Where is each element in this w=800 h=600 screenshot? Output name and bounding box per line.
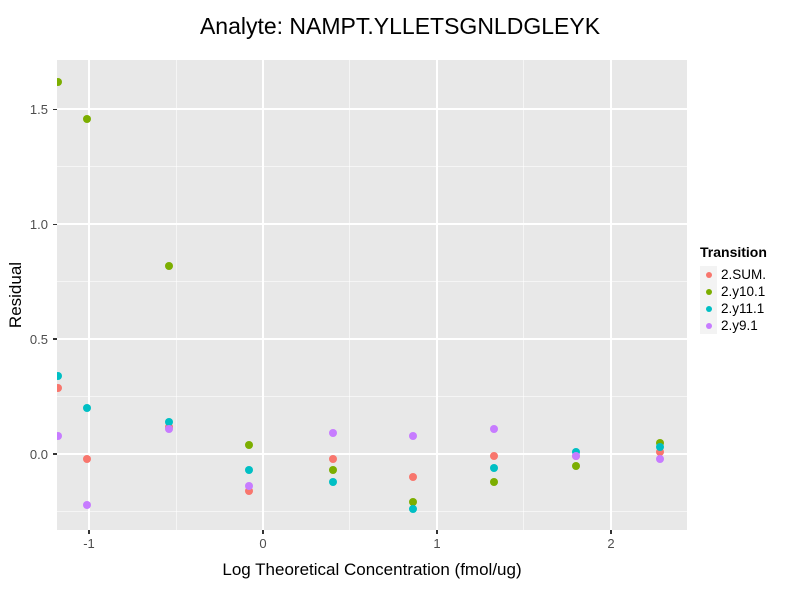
x-axis-tick <box>610 530 612 534</box>
y-axis-tick <box>53 453 57 455</box>
data-point <box>408 473 417 482</box>
data-point <box>57 77 62 86</box>
legend-item: 2.y10.1 <box>700 283 767 300</box>
data-point <box>165 424 174 433</box>
data-point <box>655 447 664 456</box>
data-point <box>408 498 417 507</box>
y-major-gridline <box>57 223 687 226</box>
y-tick-label: 0.5 <box>29 332 48 348</box>
data-point <box>408 505 417 514</box>
data-point <box>83 404 92 413</box>
data-point <box>408 431 417 440</box>
data-point <box>83 454 92 463</box>
x-axis-label: Log Theoretical Concentration (fmol/ug) <box>222 560 522 579</box>
data-point <box>83 114 92 123</box>
x-axis-tick <box>262 530 264 534</box>
x-tick-label: 1 <box>433 536 441 551</box>
legend-item: 2.y11.1 <box>700 300 767 317</box>
legend-key <box>700 300 717 317</box>
legend-key <box>700 283 717 300</box>
legend-swatch-icon <box>705 322 712 329</box>
data-point <box>245 440 254 449</box>
y-tick-label: 1.5 <box>29 102 48 118</box>
legend: Transition 2.SUM. 2.y10.1 2.y11.1 2.y9.1 <box>700 244 767 334</box>
x-major-gridline <box>261 60 264 530</box>
y-major-gridline <box>57 108 687 111</box>
data-point <box>328 477 337 486</box>
x-minor-gridline <box>175 60 177 530</box>
y-axis-tick <box>53 338 57 340</box>
legend-title: Transition <box>700 244 767 260</box>
y-axis-label: Residual <box>6 261 25 329</box>
x-minor-gridline <box>349 60 351 530</box>
legend-swatch-icon <box>705 288 712 295</box>
data-point <box>572 461 581 470</box>
legend-items: 2.SUM. 2.y10.1 2.y11.1 2.y9.1 <box>700 266 767 334</box>
data-point <box>328 466 337 475</box>
data-point <box>655 454 664 463</box>
x-major-gridline <box>88 60 90 530</box>
data-point <box>490 452 499 461</box>
legend-key <box>700 317 717 334</box>
data-point <box>83 500 92 509</box>
x-major-gridline <box>435 60 438 530</box>
x-tick-label: 0 <box>259 536 267 551</box>
legend-item-label: 2.y10.1 <box>721 284 766 299</box>
y-major-gridline <box>57 453 687 456</box>
data-point <box>245 466 254 475</box>
data-point <box>490 477 499 486</box>
legend-item: 2.SUM. <box>700 266 767 283</box>
data-point <box>245 482 254 491</box>
legend-key <box>700 266 717 283</box>
data-point <box>57 431 62 440</box>
x-major-gridline <box>609 60 612 530</box>
data-point <box>572 452 581 461</box>
y-tick-label: 1.0 <box>29 217 48 233</box>
legend-item-label: 2.y9.1 <box>721 318 758 333</box>
data-point <box>328 454 337 463</box>
x-axis-tick <box>88 530 90 534</box>
y-minor-gridline <box>57 396 687 398</box>
legend-item-label: 2.SUM. <box>721 267 767 282</box>
y-minor-gridline <box>57 166 687 168</box>
y-axis-tick <box>53 223 57 226</box>
y-major-gridline <box>57 338 687 341</box>
x-axis-tick <box>436 530 438 534</box>
data-point <box>655 443 664 452</box>
legend-swatch-icon <box>705 271 712 278</box>
data-point <box>165 261 174 270</box>
y-minor-gridline <box>57 281 687 283</box>
data-point <box>165 417 174 426</box>
data-point <box>57 372 62 380</box>
y-minor-gridline <box>57 511 687 513</box>
legend-swatch-icon <box>705 305 712 312</box>
data-point <box>328 429 337 438</box>
plot-panel <box>57 60 687 530</box>
data-point <box>245 486 254 495</box>
data-point <box>490 424 499 433</box>
data-point <box>57 383 62 392</box>
x-tick-label: 2 <box>607 536 615 551</box>
x-tick-label: -1 <box>83 536 95 551</box>
plot-title: Analyte: NAMPT.YLLETSGNLDGLEYK <box>199 13 601 39</box>
data-point <box>490 463 499 472</box>
data-point <box>572 447 581 456</box>
x-minor-gridline <box>523 60 525 530</box>
y-tick-label: 0.0 <box>29 447 48 463</box>
y-axis-tick <box>53 108 57 111</box>
legend-item: 2.y9.1 <box>700 317 767 334</box>
data-point <box>655 438 664 447</box>
legend-item-label: 2.y11.1 <box>721 301 765 316</box>
